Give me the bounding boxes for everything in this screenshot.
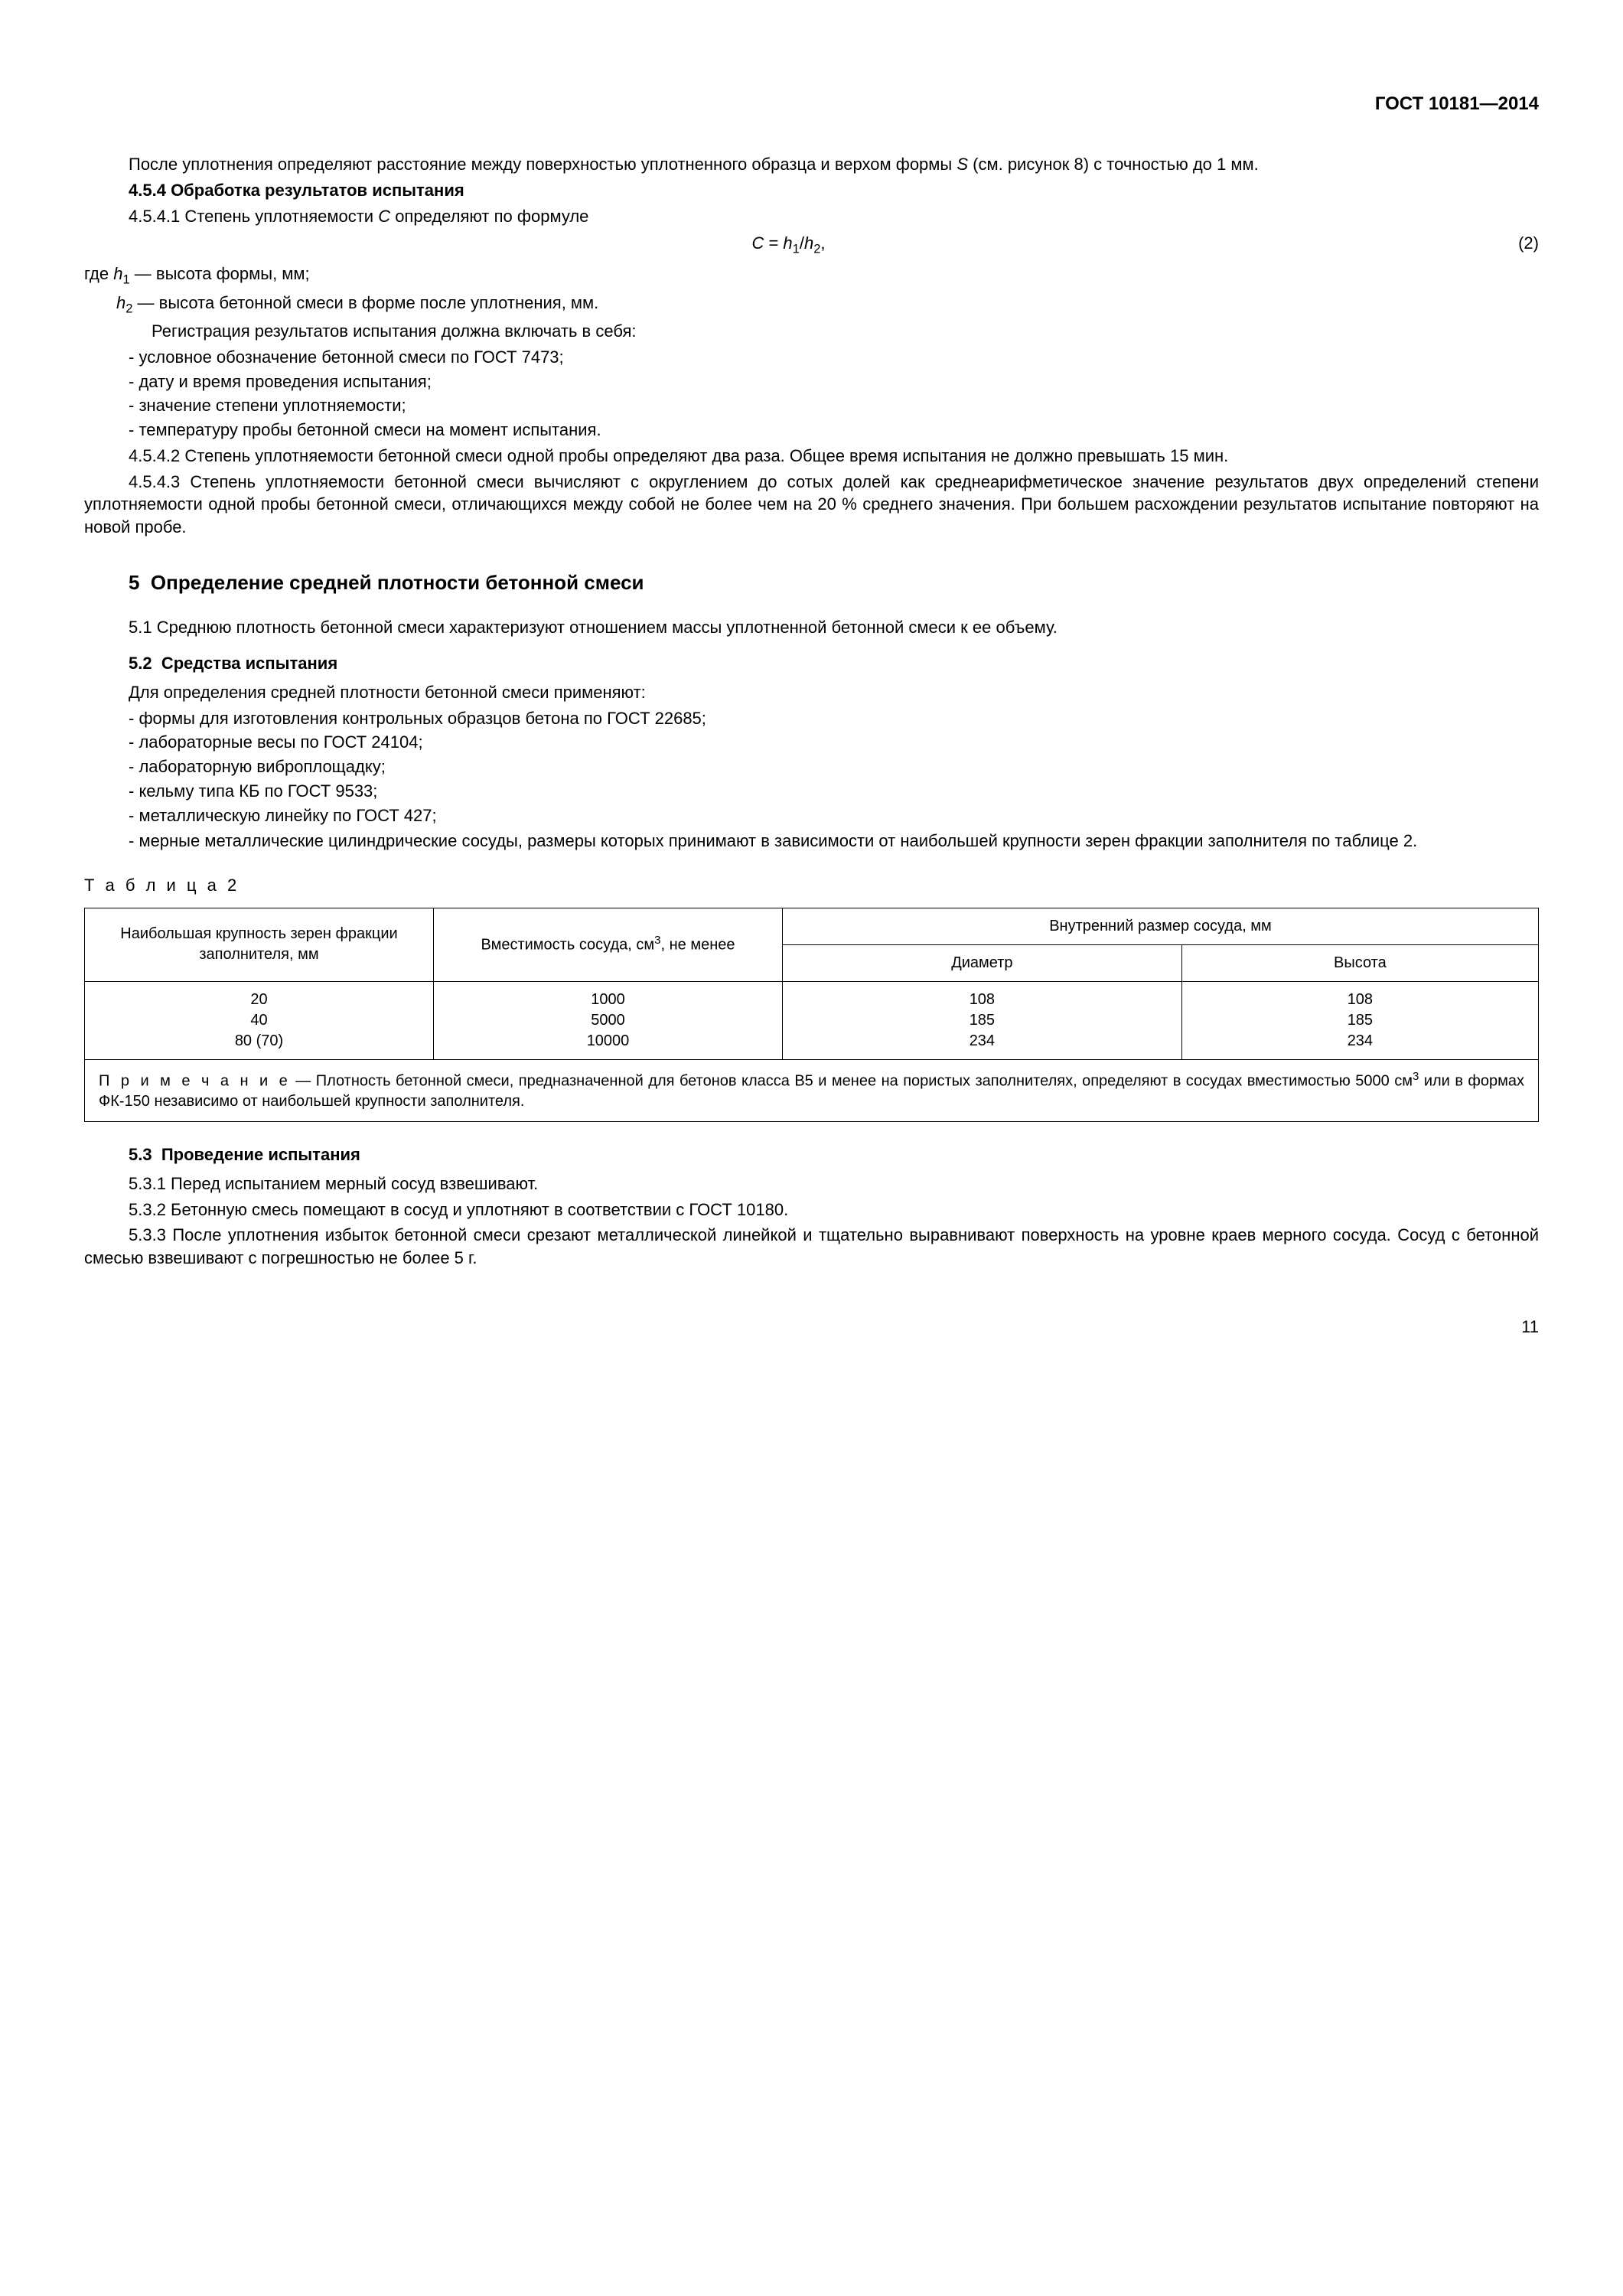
col-header: Высота [1181,944,1538,981]
cell-value: 185 [794,1010,1171,1031]
table-row: П р и м е ч а н и е — Плотность бетонной… [85,1059,1539,1122]
section-title: Проведение испытания [161,1145,360,1164]
variable-C: C [378,207,390,226]
text: определяют по формуле [390,207,588,226]
cell-value: 5000 [445,1010,771,1031]
text: После уплотнения определяют расстояние м… [129,155,957,174]
formula-h: h [783,233,792,253]
paragraph: 5.3.2 Бетонную смесь помещают в сосуд и … [84,1199,1539,1221]
list-item: - температуру пробы бетонной смеси на мо… [84,419,1539,442]
note-label: П р и м е ч а н и е [99,1072,291,1089]
cell-value: 234 [1193,1031,1527,1052]
list-item: - дату и время проведения испытания; [84,370,1539,393]
text: — высота бетонной смеси в форме после уп… [132,293,598,312]
cell-value: 1000 [445,990,771,1010]
cell-value: 108 [794,990,1171,1010]
formula: C = h1/h2, (2) [84,232,1539,258]
subscript: 2 [813,243,820,256]
list-item: - лабораторные весы по ГОСТ 24104; [84,731,1539,754]
superscript: 3 [654,934,660,947]
list-item: - формы для изготовления контрольных обр… [84,707,1539,730]
formula-number: (2) [1493,232,1539,255]
cell-value: 234 [794,1031,1171,1052]
where-clause: h2 — высота бетонной смеси в форме после… [84,292,1539,318]
subscript: 1 [793,243,800,256]
table-row: Наибольшая крупность зерен фракции запол… [85,908,1539,944]
cell-value: 108 [1193,990,1527,1010]
section-title: Обработка результатов испытания [171,181,464,200]
subsection-heading: 5.3 Проведение испытания [84,1143,1539,1166]
paragraph: Регистрация результатов испытания должна… [84,320,1539,343]
subsection-heading: 4.5.4 Обработка результатов испытания [84,179,1539,202]
paragraph: 5.3.1 Перед испытанием мерный сосуд взве… [84,1172,1539,1195]
section-number: 5 [129,571,139,594]
list-item: - кельму типа КБ по ГОСТ 9533; [84,780,1539,803]
section-number: 5.3 [129,1145,152,1164]
variable-h1: h [113,264,122,283]
formula-lhs: C [751,233,764,253]
cell-value: 10000 [445,1031,771,1052]
text: 4.5.4.1 Степень уплотняемости [129,207,378,226]
paragraph: После уплотнения определяют расстояние м… [84,153,1539,176]
section-title: Средства испытания [161,654,337,673]
paragraph: 4.5.4.2 Степень уплотняемости бетонной с… [84,445,1539,468]
text: Вместимость сосуда, см [481,937,654,954]
list-item: - лабораторную виброплощадку; [84,755,1539,778]
table-caption: Т а б л и ц а 2 [84,874,1539,897]
list-item: - условное обозначение бетонной смеси по… [84,346,1539,369]
where-prefix: где [84,264,113,283]
col-header: Диаметр [783,944,1182,981]
cell-value: 40 [96,1010,422,1031]
table-cell: 108 185 234 [1181,981,1538,1059]
cell-value: 20 [96,990,422,1010]
col-header: Наибольшая крупность зерен фракции запол… [85,908,434,981]
table-cell: 20 40 80 (70) [85,981,434,1059]
section-title: Определение средней плотности бетонной с… [151,571,644,594]
subscript: 1 [122,273,129,287]
paragraph: 5.3.3 После уплотнения избыток бетонной … [84,1224,1539,1269]
paragraph: 4.5.4.3 Степень уплотняемости бетонной с… [84,471,1539,539]
text: (см. рисунок 8) с точностью до 1 мм. [968,155,1259,174]
variable-S: S [957,155,968,174]
col-header-span: Внутренний размер сосуда, мм [783,908,1539,944]
table-cell: 108 185 234 [783,981,1182,1059]
data-table: Наибольшая крупность зерен фракции запол… [84,908,1539,1123]
text: — Плотность бетонной смеси, предназначен… [291,1072,1413,1089]
col-header: Вместимость сосуда, см3, не менее [434,908,783,981]
cell-value: 80 (70) [96,1031,422,1052]
text: , не менее [661,937,735,954]
paragraph: 4.5.4.1 Степень уплотняемости C определя… [84,205,1539,228]
paragraph: Для определения средней плотности бетонн… [84,681,1539,704]
section-number: 5.2 [129,654,152,673]
cell-value: 185 [1193,1010,1527,1031]
table-note: П р и м е ч а н и е — Плотность бетонной… [85,1059,1539,1122]
list-item: - значение степени уплотняемости; [84,394,1539,417]
text: — высота формы, мм; [130,264,310,283]
standard-header: ГОСТ 10181—2014 [84,92,1539,116]
variable-h2: h [116,293,125,312]
section-heading: 5 Определение средней плотности бетонной… [129,569,1539,596]
section-number: 4.5.4 [129,181,166,200]
table-row: 20 40 80 (70) 1000 5000 10000 108 185 23… [85,981,1539,1059]
formula-body: C = h1/h2, [84,232,1493,258]
list-item: - металлическую линейку по ГОСТ 427; [84,804,1539,827]
table-cell: 1000 5000 10000 [434,981,783,1059]
page-number: 11 [84,1316,1539,1339]
paragraph: 5.1 Среднюю плотность бетонной смеси хар… [84,616,1539,639]
subsection-heading: 5.2 Средства испытания [84,652,1539,675]
where-clause: где h1 — высота формы, мм; [84,263,1539,289]
paragraph: - мерные металлические цилиндрические со… [84,830,1539,853]
formula-h: h [804,233,813,253]
